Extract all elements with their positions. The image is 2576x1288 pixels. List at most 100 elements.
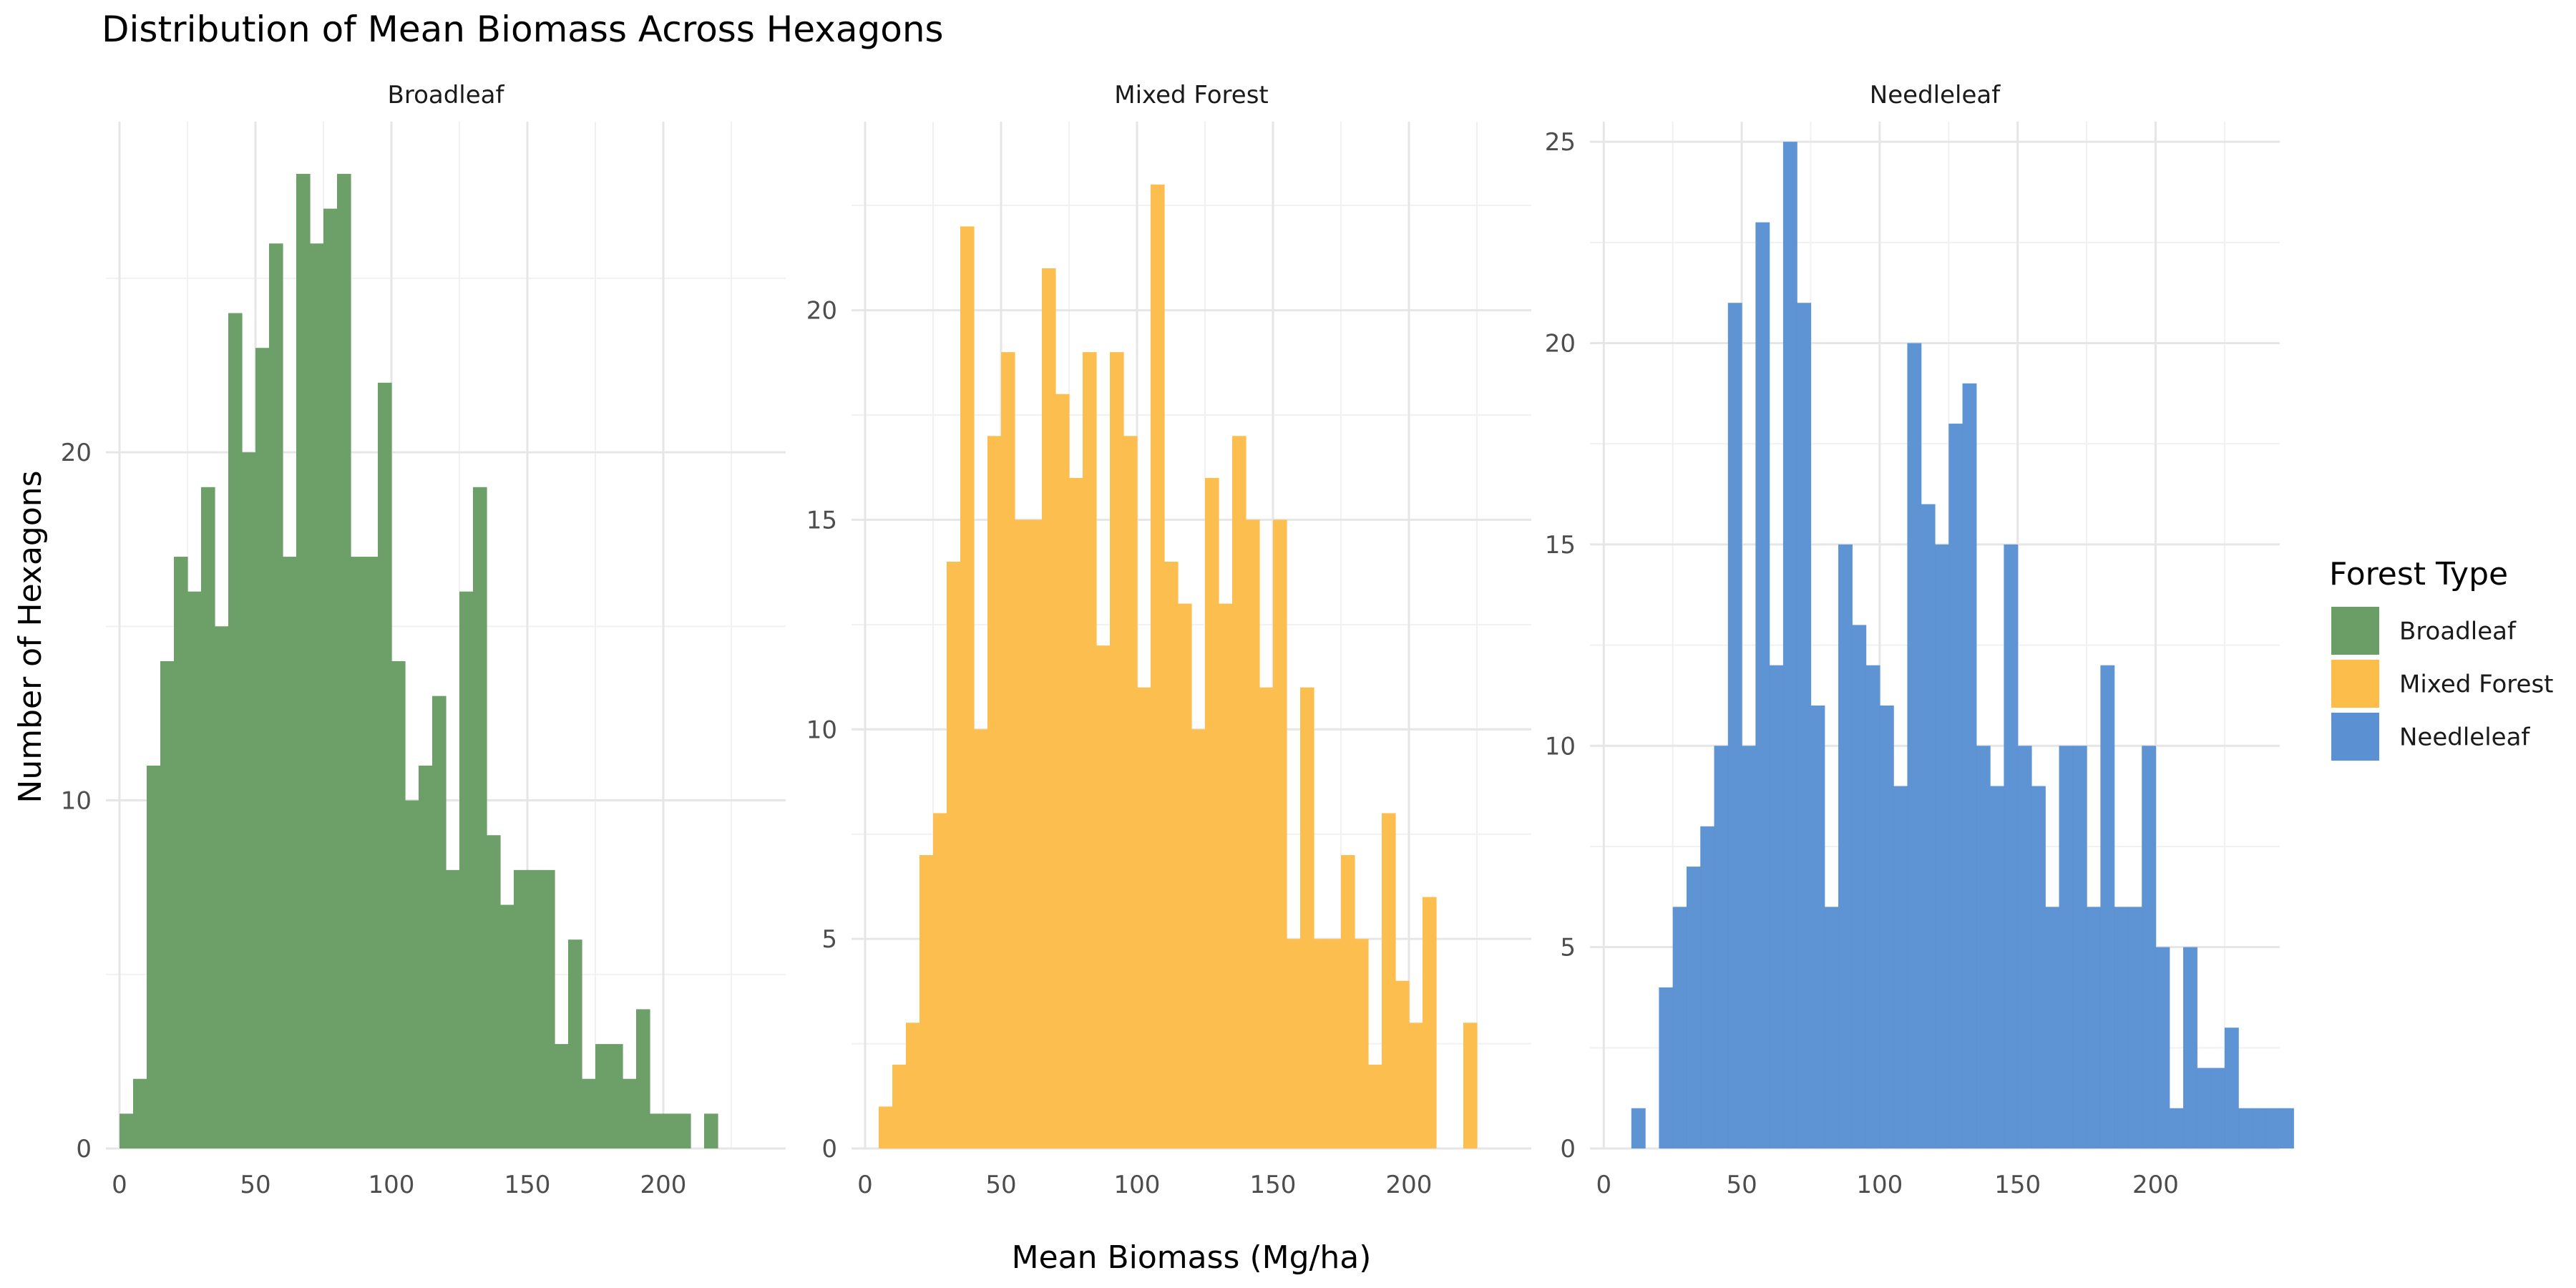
- histogram-bar: [1865, 665, 1880, 1148]
- histogram-bar: [2252, 1108, 2267, 1148]
- x-tick-label: 200: [2132, 1171, 2179, 1199]
- legend-item-needleleaf: Needleleaf: [2331, 713, 2530, 761]
- histogram-bar: [1137, 687, 1151, 1148]
- histogram-bar: [650, 1113, 664, 1148]
- histogram-bar: [1838, 544, 1853, 1148]
- y-tick-label: 10: [806, 716, 837, 744]
- histogram-bar: [378, 382, 392, 1148]
- histogram-bar: [500, 904, 514, 1148]
- histogram-bar: [879, 1106, 893, 1148]
- histogram-bar: [1797, 303, 1812, 1148]
- histogram-bar: [473, 487, 487, 1148]
- histogram-bar: [1727, 303, 1742, 1148]
- histogram-bar: [1205, 477, 1219, 1148]
- histogram-bar: [351, 557, 365, 1148]
- histogram-bar: [2142, 746, 2157, 1148]
- histogram-bar: [636, 1009, 650, 1148]
- y-tick-label: 20: [1545, 330, 1576, 358]
- legend-item-broadleaf: Broadleaf: [2331, 607, 2517, 655]
- histogram-bar: [2087, 907, 2101, 1148]
- legend-swatch: [2331, 607, 2379, 655]
- histogram-bar: [1246, 519, 1260, 1148]
- histogram-bar: [405, 800, 419, 1148]
- legend-swatch: [2331, 660, 2379, 708]
- legend-label: Needleleaf: [2399, 723, 2530, 752]
- y-tick-label: 5: [1560, 934, 1576, 962]
- histogram-bar: [2045, 907, 2060, 1148]
- histogram-bar: [2155, 947, 2170, 1148]
- histogram-bar: [2004, 544, 2019, 1148]
- histogram-bar: [623, 1078, 637, 1148]
- histogram-bar: [1069, 477, 1083, 1148]
- histogram-bar: [1151, 184, 1165, 1148]
- histogram-bar: [1921, 504, 1936, 1148]
- histogram-bar: [1273, 519, 1287, 1148]
- histogram-bar: [933, 813, 947, 1148]
- histogram-bar: [283, 557, 297, 1148]
- histogram-bar: [677, 1113, 691, 1148]
- histogram-bar: [1755, 222, 1770, 1148]
- histogram-bar: [2224, 1028, 2239, 1148]
- y-tick-label: 20: [61, 439, 92, 467]
- y-tick-label: 25: [1545, 128, 1576, 157]
- histogram-bar: [446, 869, 460, 1148]
- histogram-bar: [1327, 939, 1342, 1148]
- histogram-bar: [296, 173, 311, 1149]
- facet-label-needleleaf: Needleleaf: [1870, 81, 2001, 109]
- histogram-bar: [1700, 826, 1715, 1148]
- histogram-bar: [2210, 1068, 2225, 1148]
- histogram-bar: [487, 835, 501, 1148]
- histogram-bar: [1423, 897, 1437, 1148]
- histogram-bar: [201, 487, 215, 1148]
- histogram-bar: [337, 173, 351, 1149]
- histogram-bar: [1659, 987, 1674, 1148]
- x-tick-label: 0: [112, 1171, 127, 1199]
- histogram-bar: [1123, 436, 1138, 1148]
- histogram-bar: [391, 660, 406, 1148]
- histogram-bar: [1714, 746, 1729, 1148]
- histogram-bar: [2183, 947, 2197, 1148]
- x-tick-label: 50: [240, 1171, 270, 1199]
- x-tick-label: 100: [369, 1171, 415, 1199]
- histogram-bar: [228, 313, 243, 1148]
- histogram-bar: [1810, 705, 1825, 1148]
- y-tick-label: 15: [806, 506, 837, 535]
- histogram-bar: [2031, 786, 2046, 1148]
- histogram-bar: [1219, 603, 1233, 1148]
- histogram-bar: [459, 591, 474, 1148]
- legend-title: Forest Type: [2329, 556, 2508, 592]
- histogram-bar: [1976, 746, 1991, 1148]
- histogram-bar: [1409, 1023, 1423, 1148]
- histogram-bar: [215, 626, 229, 1148]
- histogram-bar: [1852, 625, 1867, 1148]
- histogram-bar: [947, 562, 961, 1148]
- histogram-bar: [555, 1044, 569, 1148]
- histogram-bar: [160, 660, 175, 1148]
- y-tick-label: 10: [61, 787, 92, 816]
- histogram-bar: [1879, 705, 1894, 1148]
- histogram-bar: [1368, 1064, 1382, 1148]
- histogram-bar: [432, 696, 447, 1148]
- histogram-bar: [1110, 352, 1124, 1149]
- histogram-bar: [568, 940, 582, 1148]
- histogram-bar: [1341, 855, 1355, 1148]
- x-tick-label: 50: [1726, 1171, 1757, 1199]
- histogram-bar: [1962, 383, 1977, 1148]
- histogram-bar: [1742, 746, 1756, 1148]
- histogram-bar: [663, 1113, 678, 1148]
- histogram-bar: [1355, 939, 1369, 1148]
- histogram-bar: [1191, 729, 1206, 1148]
- histogram-bar: [1178, 603, 1192, 1148]
- y-tick-label: 0: [1560, 1135, 1576, 1163]
- histogram-bar: [1055, 394, 1070, 1148]
- histogram-bar: [906, 1023, 920, 1148]
- histogram-bar: [2100, 665, 2115, 1148]
- legend-items: Broadleaf Mixed Forest Needleleaf: [2331, 607, 2554, 761]
- histogram-bar: [541, 869, 555, 1148]
- facet-label-broadleaf: Broadleaf: [388, 81, 505, 109]
- bars-mixed-forest: [879, 184, 1478, 1149]
- x-tick-label: 0: [1596, 1171, 1611, 1199]
